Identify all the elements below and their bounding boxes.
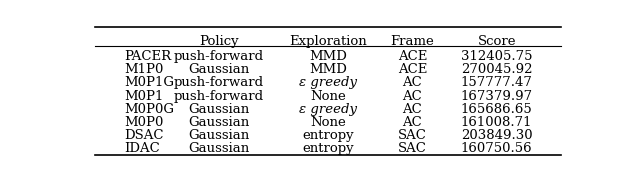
- Text: None: None: [310, 90, 346, 102]
- Text: push-forward: push-forward: [174, 90, 264, 102]
- Text: M1P0: M1P0: [125, 63, 164, 76]
- Text: PACER: PACER: [125, 50, 172, 63]
- Text: M0P0G: M0P0G: [125, 103, 175, 116]
- Text: Policy: Policy: [199, 35, 239, 48]
- Text: entropy: entropy: [302, 142, 354, 155]
- Text: 203849.30: 203849.30: [461, 129, 532, 142]
- Text: 167379.97: 167379.97: [461, 90, 532, 102]
- Text: M0P0: M0P0: [125, 116, 164, 129]
- Text: AC: AC: [403, 116, 422, 129]
- Text: Gaussian: Gaussian: [188, 142, 250, 155]
- Text: Exploration: Exploration: [289, 35, 367, 48]
- Text: MMD: MMD: [309, 50, 347, 63]
- Text: DSAC: DSAC: [125, 129, 164, 142]
- Text: AC: AC: [403, 76, 422, 89]
- Text: ACE: ACE: [397, 50, 427, 63]
- Text: MMD: MMD: [309, 63, 347, 76]
- Text: ε greedy: ε greedy: [299, 103, 357, 116]
- Text: Gaussian: Gaussian: [188, 63, 250, 76]
- Text: AC: AC: [403, 90, 422, 102]
- Text: Gaussian: Gaussian: [188, 116, 250, 129]
- Text: M0P1G: M0P1G: [125, 76, 175, 89]
- Text: Gaussian: Gaussian: [188, 103, 250, 116]
- Text: AC: AC: [403, 103, 422, 116]
- Text: 160750.56: 160750.56: [461, 142, 532, 155]
- Text: Frame: Frame: [390, 35, 434, 48]
- Text: 165686.65: 165686.65: [461, 103, 532, 116]
- Text: push-forward: push-forward: [174, 50, 264, 63]
- Text: entropy: entropy: [302, 129, 354, 142]
- Text: M0P1: M0P1: [125, 90, 164, 102]
- Text: IDAC: IDAC: [125, 142, 161, 155]
- Text: SAC: SAC: [398, 142, 427, 155]
- Text: Gaussian: Gaussian: [188, 129, 250, 142]
- Text: ACE: ACE: [397, 63, 427, 76]
- Text: ε greedy: ε greedy: [299, 76, 357, 89]
- Text: push-forward: push-forward: [174, 76, 264, 89]
- Text: Score: Score: [477, 35, 516, 48]
- Text: 157777.47: 157777.47: [461, 76, 532, 89]
- Text: SAC: SAC: [398, 129, 427, 142]
- Text: 161008.71: 161008.71: [461, 116, 532, 129]
- Text: 312405.75: 312405.75: [461, 50, 532, 63]
- Text: None: None: [310, 116, 346, 129]
- Text: 270045.92: 270045.92: [461, 63, 532, 76]
